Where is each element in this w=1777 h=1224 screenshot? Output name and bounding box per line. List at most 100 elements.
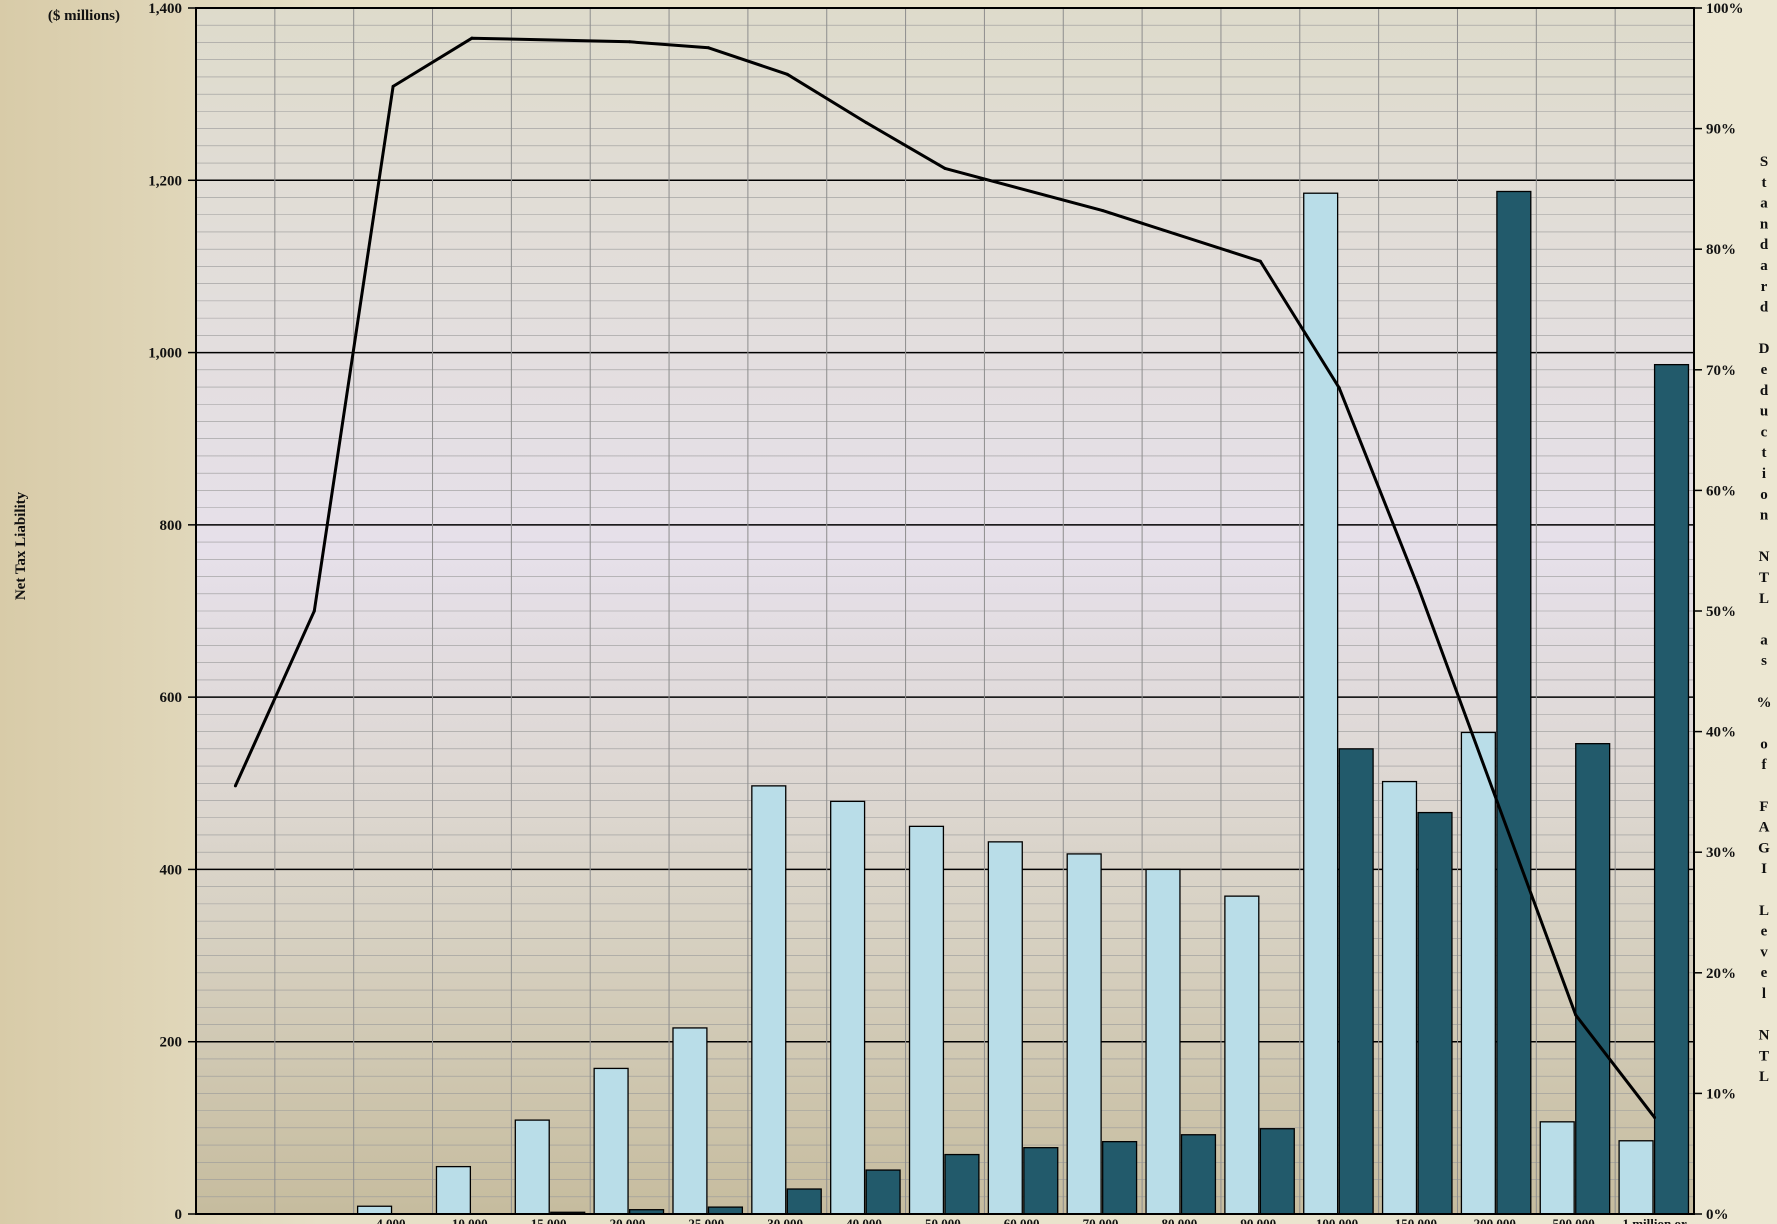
bar-dark <box>1496 190 1532 1215</box>
x-axis-ticks: 4,000- 10,000- 15,000- 20,000- 25,000- 30,000… <box>376 1216 1687 1224</box>
bar-light <box>672 1027 708 1215</box>
bar-light <box>751 785 787 1215</box>
y2-label-char: l <box>1762 986 1766 1002</box>
bar-dark <box>1417 811 1453 1215</box>
y2-label-char: n <box>1760 508 1769 524</box>
y2-label-char: r <box>1761 279 1768 295</box>
line-point <box>391 84 395 88</box>
line-point <box>1574 1013 1578 1017</box>
bar-dark <box>1023 1147 1059 1215</box>
y2-label-char: f <box>1762 757 1768 773</box>
left-unit-label: ($ millions) <box>48 8 120 24</box>
line-point <box>785 72 789 76</box>
y-tick-label: 0 <box>175 1207 183 1223</box>
line-point <box>312 609 316 613</box>
y-tick-label: 1,000 <box>148 346 182 362</box>
y-tick-label: 1,200 <box>148 173 182 189</box>
bar-light <box>987 841 1023 1215</box>
bar-dark <box>1653 363 1690 1215</box>
x-tick-label: 25,000- <box>688 1216 728 1224</box>
x-tick-label: 15,000- <box>531 1216 571 1224</box>
ratio-line <box>233 36 1657 1120</box>
y2-label-char: A <box>1759 820 1770 836</box>
bar-light <box>1145 868 1181 1215</box>
bar-light <box>514 1119 550 1215</box>
y2-label-char: n <box>1760 216 1769 232</box>
line-point <box>864 121 868 125</box>
line-point <box>1258 259 1262 263</box>
y2-label-char: T <box>1759 570 1769 586</box>
x-tick-label: 4,000- <box>376 1216 410 1224</box>
bars <box>356 190 1690 1215</box>
x-tick-label: 500,000- <box>1552 1216 1599 1224</box>
y2-label-char: N <box>1759 549 1770 565</box>
y2-label-char: F <box>1759 799 1768 815</box>
x-tick-label: 100,000- <box>1316 1216 1363 1224</box>
y2-label-char: t <box>1762 175 1767 191</box>
x-tick-label: 1 million or <box>1622 1216 1687 1224</box>
y2-tick-label: 80% <box>1706 242 1736 258</box>
vertical-grid <box>274 8 1616 1214</box>
y2-label-char: a <box>1760 632 1768 648</box>
y2-label-char: T <box>1759 1048 1769 1064</box>
y2-label-char: L <box>1759 591 1769 607</box>
y2-label-char: c <box>1761 424 1768 440</box>
y2-tick-label: 10% <box>1706 1086 1736 1102</box>
y-tick-label: 600 <box>160 690 183 706</box>
y2-label-char: % <box>1757 695 1772 711</box>
x-tick-label: 30,000- <box>767 1216 807 1224</box>
line-point <box>1653 1116 1657 1120</box>
y2-label-char: a <box>1760 258 1768 274</box>
y-tick-label: 200 <box>160 1035 183 1051</box>
bar-dark <box>1102 1140 1138 1215</box>
x-tick-label: 150,000- <box>1395 1216 1442 1224</box>
bar-light <box>356 1205 393 1215</box>
y2-label-char: L <box>1759 903 1769 919</box>
bar-dark <box>1180 1134 1217 1215</box>
y2-tick-label: 100% <box>1706 1 1744 17</box>
y2-label-char: e <box>1761 965 1768 981</box>
line-point <box>943 166 947 170</box>
y2-label-char: o <box>1760 487 1768 503</box>
bar-dark <box>1575 743 1611 1215</box>
y2-label-char: e <box>1761 362 1768 378</box>
bar-light <box>593 1067 629 1215</box>
line-point <box>706 46 710 50</box>
y2-label-char: I <box>1761 861 1767 877</box>
y2-label-char: S <box>1760 154 1768 170</box>
line-point <box>233 784 237 788</box>
y2-label-char: o <box>1760 736 1768 752</box>
bar-dark <box>786 1188 822 1215</box>
y2-label-char: d <box>1760 300 1769 316</box>
y2-tick-label: 90% <box>1706 122 1736 138</box>
y2-tick-label: 50% <box>1706 604 1736 620</box>
bar-dark <box>707 1206 744 1215</box>
bar-dark <box>944 1153 980 1215</box>
y2-label-char: G <box>1758 840 1770 856</box>
y2-label-char: t <box>1762 445 1767 461</box>
y-tick-label: 1,400 <box>148 1 182 17</box>
x-tick-label: 80,000- <box>1161 1216 1201 1224</box>
y2-label-char: L <box>1759 1069 1769 1085</box>
y2-tick-label: 20% <box>1706 966 1736 982</box>
y2-label-char: D <box>1759 341 1770 357</box>
bar-light <box>1066 853 1102 1215</box>
y-tick-label: 400 <box>160 862 183 878</box>
x-tick-label: 70,000- <box>1083 1216 1123 1224</box>
line-point <box>1337 386 1341 390</box>
right-axis-ticks: 0% 10% 20% 30% 40% 50% 60% 70% 80% 90% 100% <box>1694 1 1744 1223</box>
bar-light <box>1460 731 1496 1215</box>
y2-tick-label: 30% <box>1706 845 1736 861</box>
bar-light <box>1381 780 1418 1215</box>
line-point <box>470 36 474 40</box>
line-point <box>1416 585 1420 589</box>
bar-light <box>1303 192 1339 1215</box>
y2-label-char: v <box>1760 944 1768 960</box>
bar-light <box>435 1165 472 1215</box>
y2-label-char: N <box>1759 1028 1770 1044</box>
bar-light <box>1539 1121 1575 1215</box>
x-tick-label: 40,000- <box>846 1216 886 1224</box>
bar-light <box>830 800 866 1215</box>
